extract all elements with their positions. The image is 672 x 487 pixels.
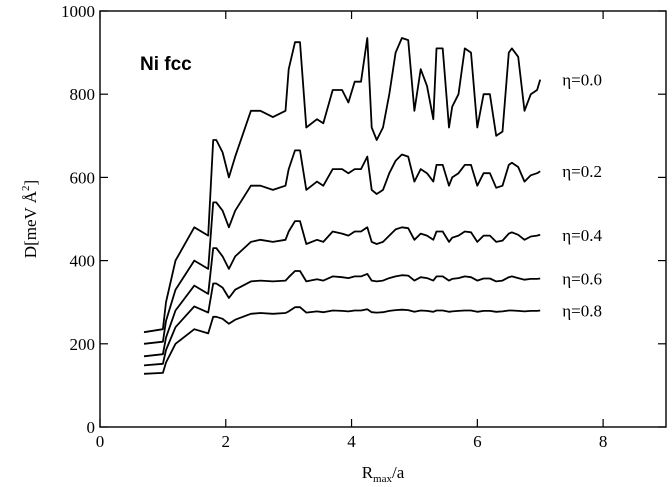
series-labels: η=0.0 η=0.2 η=0.4 η=0.6 η=0.8 [562, 71, 602, 321]
y-tick-label: 800 [70, 85, 96, 104]
y-tick-label: 200 [70, 335, 96, 354]
series-line [143, 220, 541, 358]
series-label: η=0.4 [562, 226, 602, 245]
series-line [143, 37, 542, 334]
series-line [143, 270, 541, 367]
x-tick-label: 6 [473, 432, 482, 451]
plot-frame [99, 10, 667, 428]
y-axis-title: D[meV Å2] [20, 180, 40, 258]
axis-ticks: 0 2 4 6 8 0 200 400 600 800 1000 [61, 2, 666, 451]
series-label: η=0.0 [562, 71, 602, 90]
x-tick-label: 0 [96, 432, 105, 451]
y-tick-label: 0 [87, 418, 96, 437]
chart-title: Ni fcc [140, 54, 192, 75]
y-tick-label: 400 [70, 252, 96, 271]
x-tick-label: 4 [347, 432, 356, 451]
series-lines [143, 37, 542, 375]
series-label: η=0.6 [562, 269, 602, 288]
x-tick-label: 2 [222, 432, 231, 451]
series-line [143, 149, 541, 345]
x-axis-title: Rmax/a [362, 463, 405, 485]
y-tick-label: 1000 [61, 2, 95, 21]
x-tick-label: 8 [599, 432, 608, 451]
series-label: η=0.2 [562, 162, 602, 181]
y-tick-label: 600 [70, 168, 96, 187]
series-label: η=0.8 [562, 302, 602, 321]
series-line [143, 306, 541, 375]
